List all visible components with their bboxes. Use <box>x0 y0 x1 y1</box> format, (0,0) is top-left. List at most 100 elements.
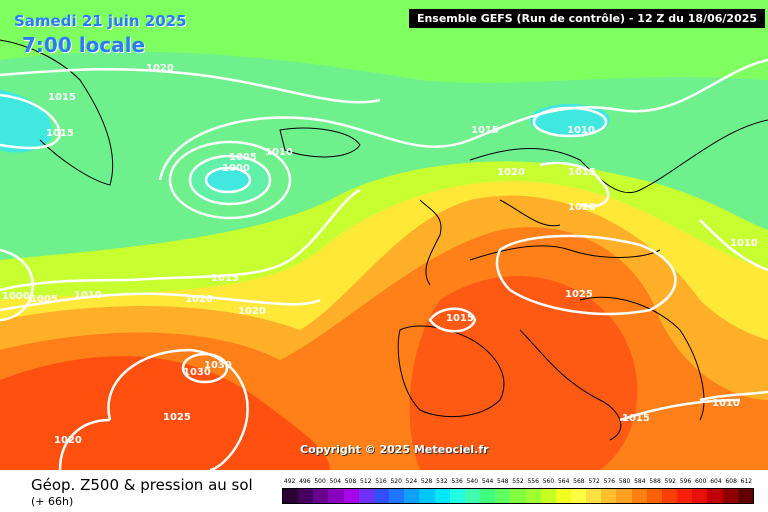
legend-swatch <box>570 489 587 503</box>
legend-swatch <box>631 489 647 503</box>
legend-swatch <box>343 489 359 503</box>
isobar-label: 1000 <box>2 291 30 302</box>
legend-swatch <box>480 489 496 503</box>
isobar-1025-europe <box>495 234 677 316</box>
isobar-label: 1020 <box>185 294 213 305</box>
legend-value: 584 <box>634 478 646 485</box>
isobar-1015-france <box>428 307 477 333</box>
color-legend: 492 496 500 504 508 512 516 520 524 528 532 536 540 5… <box>282 478 754 504</box>
isobar-label: 1025 <box>565 289 593 300</box>
legend-swatch <box>373 489 390 503</box>
legend-swatch <box>404 489 420 503</box>
isobar-1010-scand <box>532 106 608 138</box>
legend-value: 608 <box>725 478 737 485</box>
isobar-1010-se <box>699 390 768 402</box>
weather-map: 1020 1015 1015 1005 1000 1010 1015 1010 … <box>0 0 768 470</box>
legend-value: 512 <box>360 478 372 485</box>
isobar-1015-se <box>619 398 741 422</box>
isobar-label: 1015 <box>471 125 499 136</box>
legend-swatch <box>661 489 678 503</box>
legend-swatch <box>616 489 632 503</box>
isobar-1010-iceland <box>168 140 292 220</box>
isobar-label: 1020 <box>497 167 525 178</box>
legend-swatch <box>555 489 571 503</box>
legend-labels: 492 496 500 504 508 512 516 520 524 528 532 536 540 5… <box>282 478 754 488</box>
isobar-1025-atl <box>107 348 249 470</box>
legend-value: 520 <box>390 478 402 485</box>
isobar-label: 1010 <box>712 398 740 409</box>
legend-value: 508 <box>344 478 357 485</box>
legend-value: 548 <box>497 478 509 485</box>
legend-value: 572 <box>588 478 600 485</box>
map-title: Géop. Z500 & pression au sol <box>31 476 253 494</box>
isobar-label: 1010 <box>567 125 595 136</box>
legend-swatch <box>283 489 299 503</box>
legend-bar <box>282 488 754 504</box>
legend-swatch <box>313 489 329 503</box>
isobar-1030 <box>181 352 229 384</box>
legend-value: 588 <box>649 478 661 485</box>
legend-value: 524 <box>405 478 418 485</box>
map-footer: Géop. Z500 & pression au sol (+ 66h) 492… <box>0 470 768 512</box>
legend-swatch <box>449 489 465 503</box>
copyright-notice: Copyright © 2025 Meteociel.fr <box>300 443 489 456</box>
legend-swatch <box>328 489 344 503</box>
isobar-label: 1030 <box>204 360 232 371</box>
legend-swatch <box>707 489 723 503</box>
legend-swatch <box>540 489 556 503</box>
legend-swatch <box>677 489 693 503</box>
legend-value: 536 <box>451 478 463 485</box>
isobar-label: 1010 <box>730 238 758 249</box>
isobar-1000-iceland <box>204 166 252 194</box>
legend-swatch <box>464 489 481 503</box>
isobar-label: 1005 <box>229 152 257 163</box>
legend-value: 600 <box>694 478 707 485</box>
isobar-label: 1005 <box>30 294 58 305</box>
isobar-1015-mid <box>158 58 768 181</box>
isobar-1010-east <box>699 219 768 272</box>
legend-swatch <box>510 489 526 503</box>
isobar-label: 1020 <box>238 306 266 317</box>
isobars <box>0 58 768 470</box>
legend-swatch <box>419 489 435 503</box>
legend-swatch <box>586 489 602 503</box>
isobar-label: 1020 <box>146 63 174 74</box>
forecast-date: Samedi 21 juin 2025 <box>14 12 187 30</box>
isobar-labels: 1020 1015 1015 1005 1000 1010 1015 1010 … <box>2 63 758 446</box>
legend-value: 604 <box>710 478 722 485</box>
legend-swatch <box>722 489 738 503</box>
isobar-label: 1015 <box>568 167 596 178</box>
legend-value: 540 <box>466 478 479 485</box>
legend-swatch <box>358 489 374 503</box>
geopotential-map-svg: 1020 1015 1015 1005 1000 1010 1015 1010 … <box>0 0 768 470</box>
isobar-1005-iceland <box>188 154 272 206</box>
field-low-west <box>0 90 52 153</box>
isobar-1015-lat <box>0 188 361 292</box>
isobar-label: 1015 <box>46 128 74 139</box>
isobar-1015-west <box>0 93 62 150</box>
field-red-iberia <box>409 276 638 470</box>
isobar-label: 1010 <box>265 147 293 158</box>
legend-swatch <box>434 489 450 503</box>
isobar-label: 1020 <box>54 435 82 446</box>
legend-value: 532 <box>436 478 448 485</box>
legend-swatch <box>298 489 314 503</box>
isobar-label: 1015 <box>211 273 239 284</box>
isobar-label: 1015 <box>446 313 474 324</box>
legend-value: 496 <box>299 478 311 485</box>
run-info-banner: Ensemble GEFS (Run de contrôle) - 12 Z d… <box>409 9 765 28</box>
isobar-label: 1015 <box>48 92 76 103</box>
isobar-label: 1020 <box>568 202 596 213</box>
isobar-label: 1000 <box>222 163 250 174</box>
field-low-core <box>206 168 250 192</box>
legend-value: 556 <box>527 478 539 485</box>
isobar-label: 1025 <box>163 412 191 423</box>
legend-swatch <box>525 489 541 503</box>
forecast-offset: (+ 66h) <box>31 495 74 508</box>
legend-value: 612 <box>740 478 753 485</box>
legend-value: 500 <box>314 478 326 485</box>
field-red-atlantic <box>0 356 330 470</box>
legend-value: 516 <box>375 478 387 485</box>
isobar-1005-w <box>0 248 34 322</box>
isobar-1015-baltic <box>539 161 610 208</box>
